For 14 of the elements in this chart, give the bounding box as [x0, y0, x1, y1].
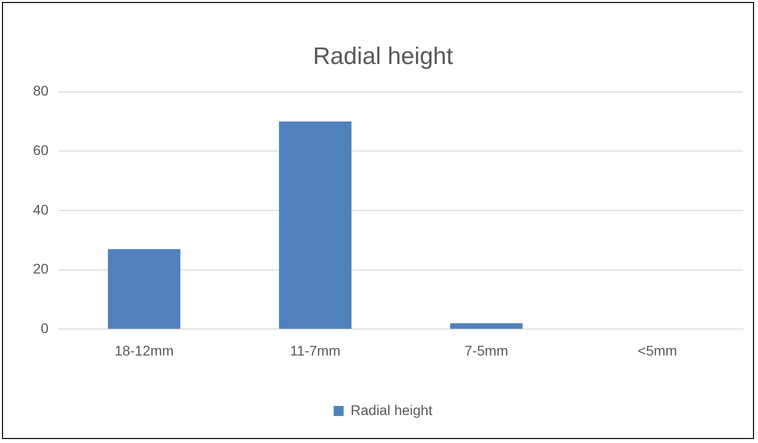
x-tick-label: 7-5mm: [464, 342, 508, 358]
chart-title: Radial height: [312, 43, 454, 70]
x-tick-label: 18-12mm: [114, 342, 174, 358]
y-tick-label: 40: [32, 201, 49, 218]
bar: [279, 121, 352, 329]
y-tick-label: 80: [32, 82, 49, 99]
bar: [450, 323, 523, 329]
legend-label: Radial height: [350, 402, 432, 418]
y-tick-label: 60: [32, 142, 49, 158]
y-tick-label: 0: [40, 320, 49, 336]
x-tick-label: <5mm: [638, 342, 678, 358]
bar: [108, 249, 180, 329]
y-tick-label: 20: [32, 260, 49, 277]
x-tick-label: 11-7mm: [290, 342, 340, 358]
